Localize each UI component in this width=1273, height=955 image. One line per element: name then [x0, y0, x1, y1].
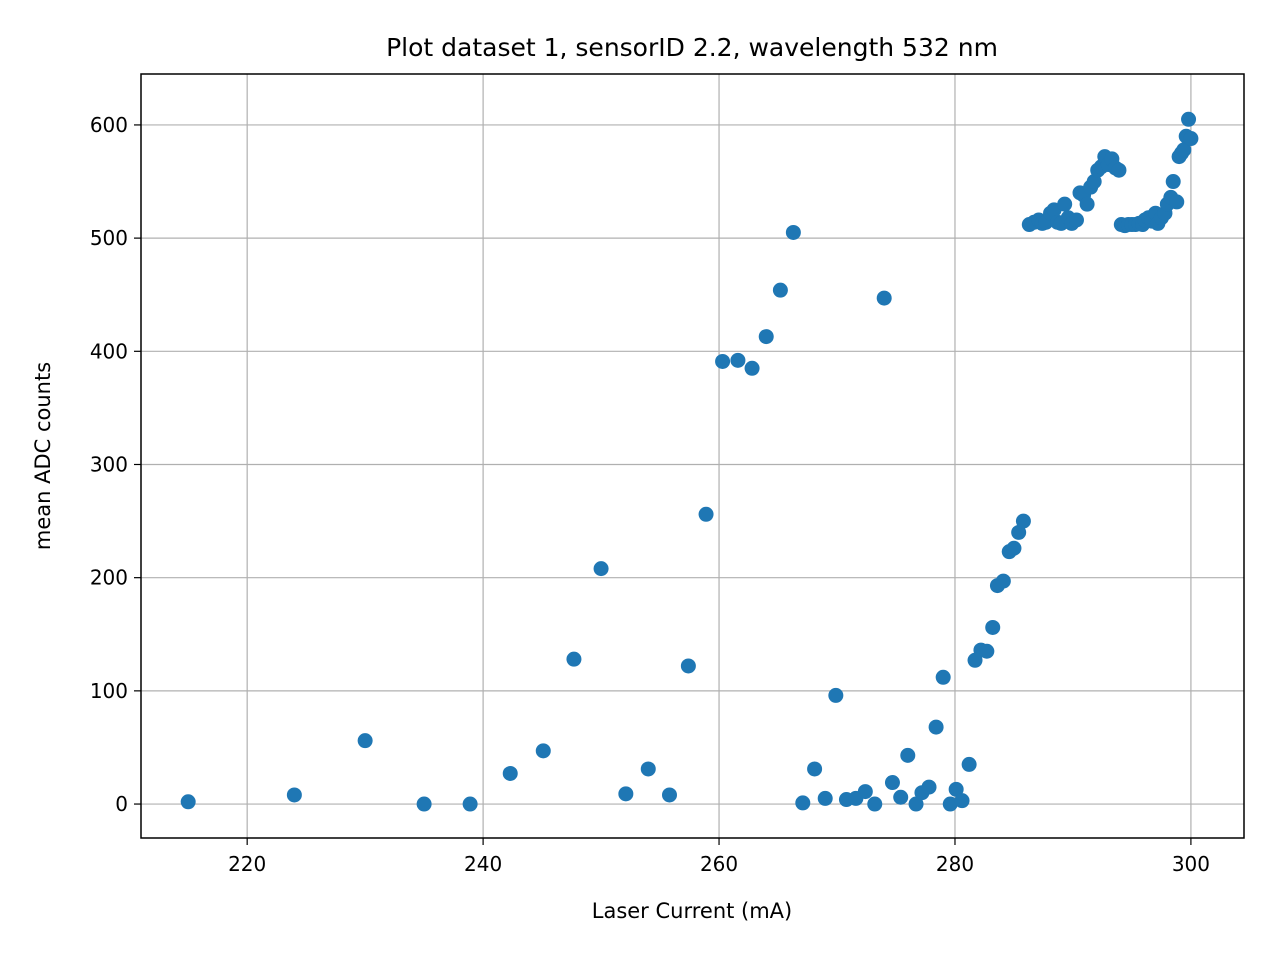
data-point	[785, 224, 801, 240]
data-point	[867, 796, 883, 812]
data-point	[908, 796, 924, 812]
data-point	[730, 352, 746, 368]
data-point	[286, 787, 302, 803]
grid-lines	[141, 74, 1244, 838]
y-tick-label: 600	[90, 113, 128, 137]
y-tick-label: 300	[90, 452, 128, 476]
data-point	[698, 506, 714, 522]
data-point	[1176, 142, 1192, 158]
data-point	[935, 669, 951, 685]
data-point	[961, 756, 977, 772]
data-points	[180, 111, 1199, 812]
y-tick-label: 500	[90, 226, 128, 250]
data-point	[928, 719, 944, 735]
y-tick-label: 100	[90, 679, 128, 703]
data-point	[893, 789, 909, 805]
data-point	[954, 793, 970, 809]
data-point	[1086, 174, 1102, 190]
data-point	[828, 687, 844, 703]
data-point	[1181, 111, 1197, 127]
data-point	[1165, 174, 1181, 190]
data-point	[1015, 513, 1031, 529]
data-point	[985, 619, 1001, 635]
data-point	[640, 761, 656, 777]
data-point	[416, 796, 432, 812]
x-tick-label: 300	[1172, 852, 1210, 876]
data-point	[758, 329, 774, 345]
x-tick-label: 240	[464, 852, 502, 876]
data-point	[744, 360, 760, 376]
data-point	[661, 787, 677, 803]
y-tick-label: 0	[115, 792, 128, 816]
data-point	[1057, 196, 1073, 212]
data-point	[1011, 524, 1027, 540]
chart-title: Plot dataset 1, sensorID 2.2, wavelength…	[386, 33, 998, 62]
data-point	[618, 786, 634, 802]
data-point	[942, 796, 958, 812]
data-point	[876, 290, 892, 306]
data-point	[1079, 196, 1095, 212]
data-point	[900, 747, 916, 763]
x-axis-label: Laser Current (mA)	[592, 899, 793, 923]
data-point	[995, 573, 1011, 589]
data-point	[921, 779, 937, 795]
data-point	[1111, 162, 1127, 178]
data-point	[502, 765, 518, 781]
x-tick-label: 220	[228, 852, 266, 876]
data-point	[566, 651, 582, 667]
y-axis-ticks: 0 100 200 300 400 500 600	[90, 113, 141, 816]
data-point	[1068, 212, 1084, 228]
data-point	[357, 733, 373, 749]
data-point	[807, 761, 823, 777]
data-point	[817, 790, 833, 806]
y-tick-label: 200	[90, 566, 128, 590]
x-tick-label: 260	[700, 852, 738, 876]
data-point	[1169, 194, 1185, 210]
x-tick-label: 280	[936, 852, 974, 876]
data-point	[680, 658, 696, 674]
data-point	[857, 784, 873, 800]
data-point	[535, 743, 551, 759]
y-axis-label: mean ADC counts	[31, 362, 55, 550]
data-point	[1006, 540, 1022, 556]
data-point	[715, 353, 731, 369]
data-point	[979, 643, 995, 659]
data-point	[593, 561, 609, 577]
data-point	[180, 794, 196, 810]
data-point	[884, 775, 900, 791]
x-axis-ticks: 220 240 260 280 300	[228, 838, 1210, 876]
data-point	[462, 796, 478, 812]
data-point	[1183, 131, 1199, 147]
y-tick-label: 400	[90, 339, 128, 363]
data-point	[795, 795, 811, 811]
data-point	[772, 282, 788, 298]
plot-frame	[140, 73, 1245, 839]
data-point	[948, 781, 964, 797]
